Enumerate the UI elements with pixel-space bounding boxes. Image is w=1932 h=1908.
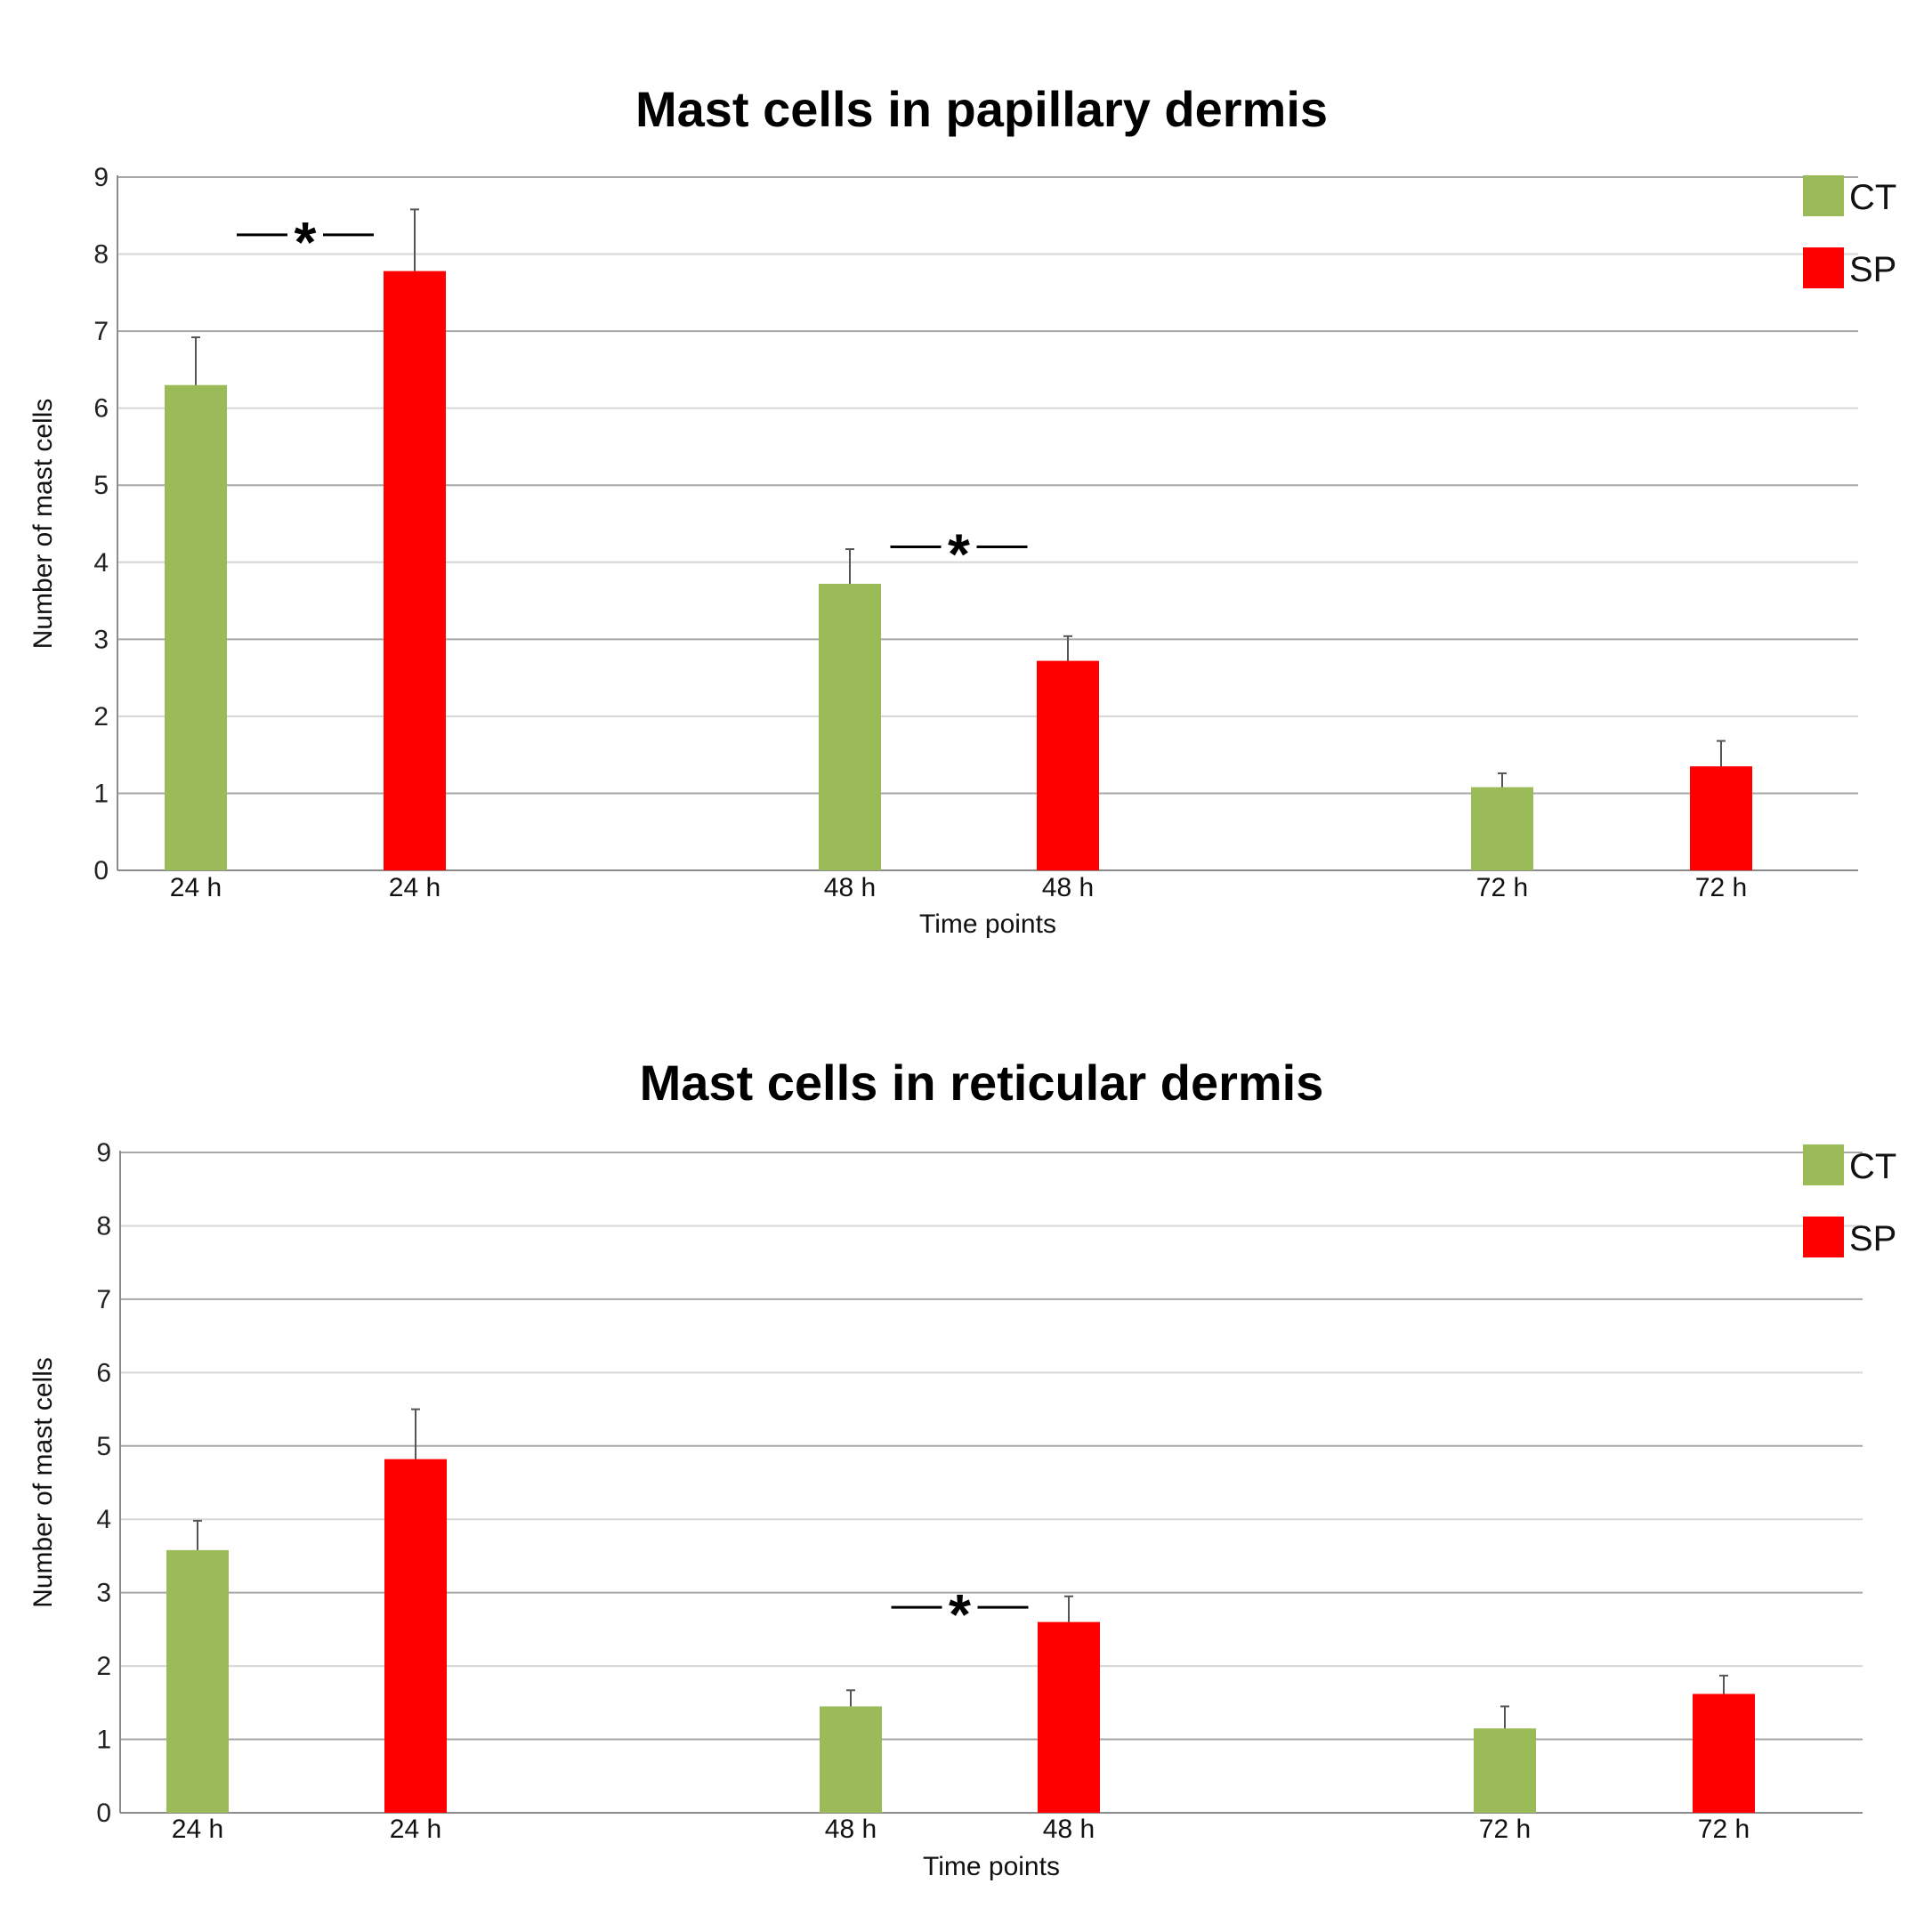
bar-ct — [166, 1549, 229, 1813]
chart-reticular-dermis: Mast cells in reticular dermis 0 1 2 3 4 5 6 7 8 9… — [28, 1055, 1896, 1881]
bar-sp — [1037, 660, 1099, 870]
x-tick-label: 24 h — [389, 873, 441, 902]
bar-sp — [1038, 1621, 1100, 1813]
y-tick-label: 8 — [96, 1211, 111, 1241]
legend-label-sp: SP — [1849, 1219, 1896, 1258]
bar-ct — [1474, 1728, 1536, 1813]
y-tick-label: 9 — [93, 163, 109, 192]
y-tick-label: 4 — [96, 1505, 111, 1534]
chart-papillary-dermis: Mast cells in papillary dermis 0 1 2 3 4 5 6 7 8 9… — [28, 81, 1896, 939]
y-tick-label: 6 — [96, 1358, 111, 1387]
bar-ct — [165, 384, 227, 870]
y-axis-label: Number of mast cells — [28, 1357, 58, 1608]
y-tick-label: 3 — [96, 1579, 111, 1608]
x-tick-label: 24 h — [390, 1815, 441, 1844]
x-tick-label: 24 h — [172, 1815, 223, 1844]
x-tick-label: 24 h — [170, 873, 222, 902]
y-tick-label: 2 — [96, 1652, 111, 1681]
y-tick-label: 7 — [93, 317, 109, 346]
x-tick-label: 72 h — [1476, 873, 1528, 902]
legend-label-ct: CT — [1849, 1147, 1896, 1186]
significance-star: * — [948, 521, 970, 586]
bar-sp — [1693, 1694, 1755, 1813]
chart-title: Mast cells in reticular dermis — [640, 1055, 1324, 1111]
significance-star: * — [949, 1582, 971, 1646]
x-tick-label: 48 h — [1042, 873, 1094, 902]
bar-ct — [1471, 787, 1533, 870]
y-tick-label: 0 — [96, 1799, 111, 1828]
legend-swatch-sp — [1803, 247, 1844, 288]
x-axis-label: Time points — [919, 910, 1056, 939]
x-tick-label: 72 h — [1479, 1815, 1531, 1844]
y-axis-label: Number of mast cells — [28, 399, 58, 650]
x-tick-label: 72 h — [1698, 1815, 1750, 1844]
y-tick-label: 1 — [96, 1726, 111, 1755]
chart-title: Mast cells in papillary dermis — [635, 81, 1328, 137]
bar-sp — [384, 271, 446, 870]
bar-sp — [1690, 766, 1752, 870]
x-axis-label: Time points — [923, 1852, 1060, 1881]
legend-swatch-ct — [1803, 1144, 1844, 1185]
legend-swatch-sp — [1803, 1217, 1844, 1257]
legend-label-sp: SP — [1849, 250, 1896, 289]
bar-ct — [819, 584, 881, 870]
legend-label-ct: CT — [1849, 178, 1896, 217]
bar-ct — [820, 1706, 882, 1813]
y-tick-label: 9 — [96, 1138, 111, 1168]
x-tick-label: 48 h — [824, 873, 876, 902]
y-tick-label: 2 — [93, 702, 109, 732]
y-tick-label: 1 — [93, 779, 109, 808]
legend-swatch-ct — [1803, 175, 1844, 216]
y-tick-label: 7 — [96, 1285, 111, 1314]
bar-sp — [384, 1459, 447, 1813]
y-tick-label: 0 — [93, 856, 109, 885]
significance-star: * — [295, 210, 317, 274]
y-tick-label: 5 — [96, 1432, 111, 1461]
x-tick-label: 72 h — [1695, 873, 1747, 902]
y-tick-label: 3 — [93, 625, 109, 654]
y-tick-label: 8 — [93, 240, 109, 270]
y-tick-label: 4 — [93, 548, 109, 578]
y-tick-label: 5 — [93, 471, 109, 500]
x-tick-label: 48 h — [1043, 1815, 1095, 1844]
x-tick-label: 48 h — [825, 1815, 877, 1844]
y-tick-label: 6 — [93, 394, 109, 424]
